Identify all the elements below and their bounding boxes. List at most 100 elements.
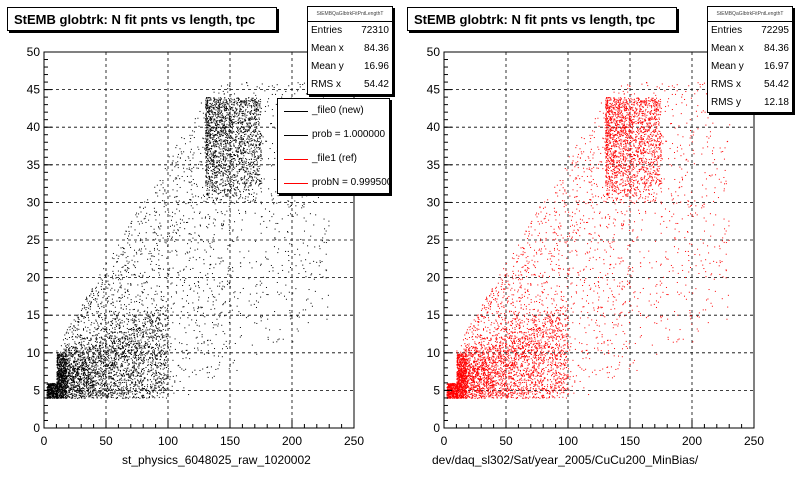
left-point [77, 392, 79, 394]
left-point [86, 379, 88, 381]
left-point [271, 216, 273, 218]
left-point [215, 334, 217, 336]
left-point [151, 395, 153, 397]
left-point [107, 352, 109, 354]
left-point [88, 347, 90, 349]
left-point [70, 384, 72, 386]
left-point [74, 343, 76, 345]
left-point [108, 283, 110, 285]
left-point [85, 298, 87, 300]
left-point [162, 187, 164, 189]
left-point [162, 345, 164, 347]
left-point [217, 101, 219, 103]
left-point [124, 315, 126, 317]
left-point [78, 374, 80, 376]
left-point [156, 382, 158, 384]
left-point [132, 372, 134, 374]
left-point [205, 251, 207, 253]
left-point [110, 372, 112, 374]
left-point [114, 365, 116, 367]
left-point [69, 326, 71, 328]
left-point [220, 143, 222, 145]
left-point [101, 392, 103, 394]
left-point [139, 357, 141, 359]
left-point [85, 395, 87, 397]
left-point [136, 212, 138, 214]
left-point [130, 284, 132, 286]
left-point [72, 389, 74, 391]
left-point [109, 365, 111, 367]
left-point [99, 392, 101, 394]
left-point [229, 145, 231, 147]
left-point [137, 284, 139, 286]
left-point [175, 249, 177, 251]
left-point [73, 371, 75, 373]
left-point [70, 379, 72, 381]
left-point [106, 363, 108, 365]
left-point [148, 275, 150, 277]
left-point [95, 383, 97, 385]
left-point [216, 186, 218, 188]
left-point [105, 390, 107, 392]
left-point [104, 359, 106, 361]
left-point [73, 384, 75, 386]
left-point [96, 368, 98, 370]
left-point [119, 318, 121, 320]
left-point [68, 390, 70, 392]
left-point [81, 363, 83, 365]
left-point [119, 343, 121, 345]
left-point [291, 323, 293, 325]
left-point [149, 343, 151, 345]
left-point [267, 105, 269, 107]
left-point [228, 224, 230, 226]
left-point [96, 298, 98, 300]
left-point [108, 375, 110, 377]
left-point [226, 184, 228, 186]
left-point [274, 228, 276, 230]
left-point [202, 194, 204, 196]
left-point [106, 365, 108, 367]
left-point [141, 395, 143, 397]
left-point [199, 369, 201, 371]
left-point [72, 379, 74, 381]
left-point [95, 286, 97, 288]
left-point [79, 336, 81, 338]
left-point [136, 360, 138, 362]
left-point [71, 327, 73, 329]
left-point [120, 377, 122, 379]
left-point [230, 94, 232, 96]
left-point [219, 313, 221, 315]
left-point [144, 344, 146, 346]
left-point [247, 137, 249, 139]
left-point [257, 301, 259, 303]
left-point [177, 167, 179, 169]
left-point [89, 349, 91, 351]
left-point [237, 150, 239, 152]
left-point [175, 291, 177, 293]
left-point [295, 205, 297, 207]
left-point [123, 381, 125, 383]
left-point [66, 394, 68, 396]
left-point [128, 303, 130, 305]
left-point [105, 314, 107, 316]
left-point [215, 324, 217, 326]
left-point [245, 150, 247, 152]
left-point [88, 382, 90, 384]
left-point [115, 348, 117, 350]
left-point [133, 369, 135, 371]
left-point [219, 110, 221, 112]
left-point [248, 250, 250, 252]
left-point [240, 117, 242, 119]
left-point [129, 384, 131, 386]
left-point [104, 283, 106, 285]
left-point [224, 169, 226, 171]
left-point [256, 292, 258, 294]
left-point [136, 374, 138, 376]
left-point [243, 128, 245, 130]
left-point [90, 302, 92, 304]
left-point [138, 249, 140, 251]
left-point [76, 390, 78, 392]
left-point [202, 168, 204, 170]
left-point [153, 388, 155, 390]
left-point [108, 383, 110, 385]
